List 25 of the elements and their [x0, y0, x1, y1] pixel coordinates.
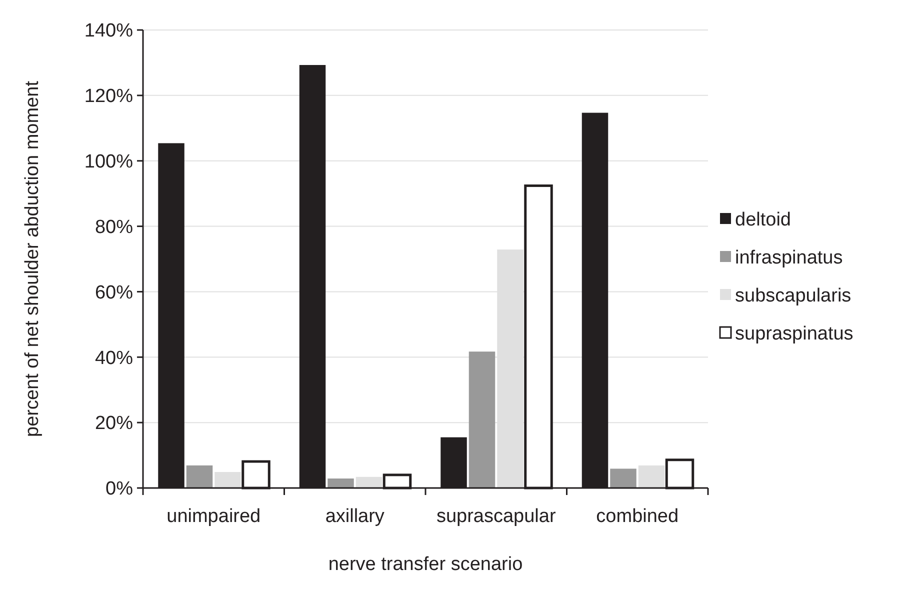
- x-axis-title: nerve transfer scenario: [328, 554, 523, 575]
- x-tick-label: combined: [596, 506, 679, 527]
- y-tick-label: 120%: [84, 86, 134, 108]
- y-tick-label: 20%: [94, 413, 134, 434]
- bar: [356, 476, 382, 488]
- bar: [468, 352, 496, 488]
- bar: [214, 472, 241, 488]
- y-tick-label: 0%: [106, 478, 134, 500]
- x-tick-label: axillary: [325, 506, 385, 527]
- bar: [186, 465, 213, 488]
- x-tick-label: suprascapular: [436, 506, 556, 527]
- legend-label: supraspinatus: [735, 324, 854, 345]
- bar: [638, 465, 665, 488]
- legend-label: deltoid: [735, 210, 791, 231]
- y-tick-label: 40%: [94, 348, 134, 369]
- legend-label: subscapularis: [735, 286, 852, 307]
- y-tick-label: 100%: [84, 152, 134, 173]
- y-tick-label: 80%: [94, 216, 134, 238]
- y-tick-label: 140%: [84, 20, 134, 42]
- y-tick-label: 60%: [94, 282, 134, 304]
- bar: [328, 478, 354, 488]
- legend-label: infraspinatus: [735, 248, 843, 269]
- bar: [610, 468, 636, 488]
- y-axis-title: percent of net shoulder abduction moment: [22, 80, 43, 437]
- x-tick-label: unimpaired: [166, 506, 261, 527]
